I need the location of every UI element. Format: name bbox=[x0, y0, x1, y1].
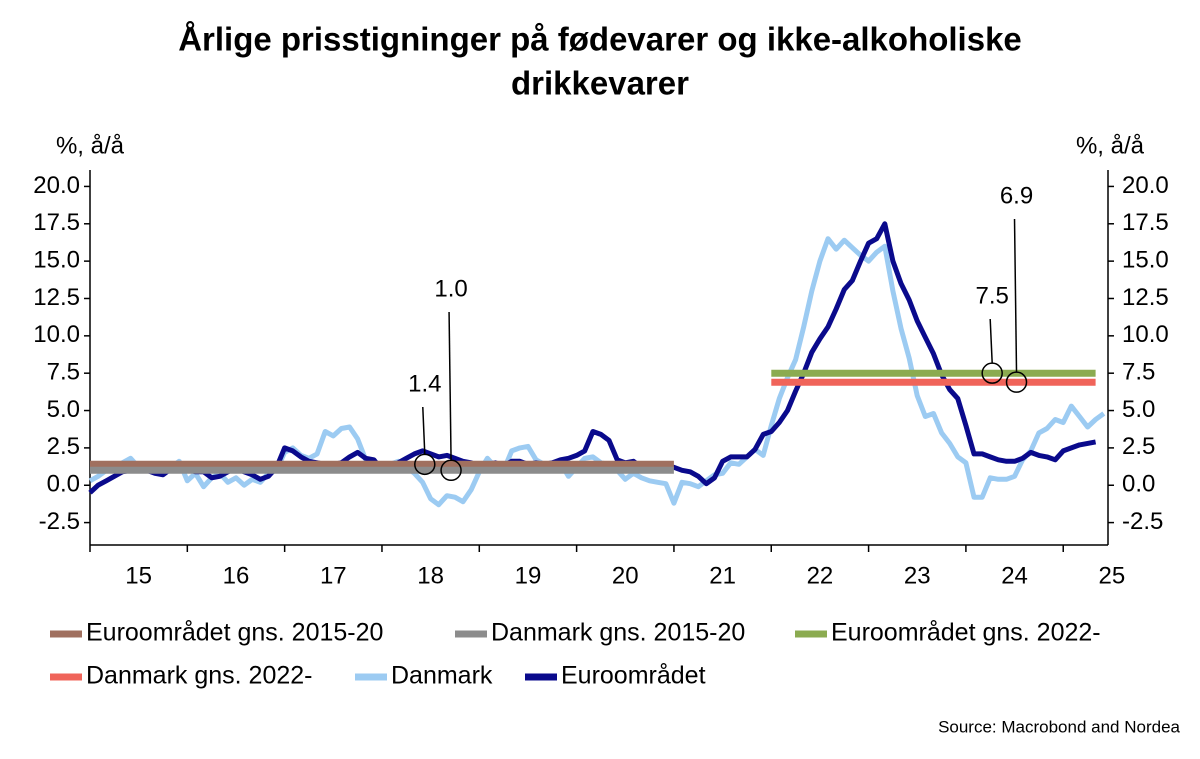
annotation-leader bbox=[448, 311, 452, 461]
legend-label: Euroområdet bbox=[561, 662, 706, 690]
x-tick-label: 22 bbox=[807, 562, 834, 589]
x-tick-label: 23 bbox=[904, 562, 931, 589]
y-tick-label: 7.5 bbox=[47, 359, 80, 386]
y-tick-label: -2.5 bbox=[39, 508, 80, 535]
x-tick-label: 25 bbox=[1099, 562, 1126, 589]
annotation: 1.0 bbox=[434, 275, 467, 302]
y-tick-label: 15.0 bbox=[1122, 246, 1169, 273]
legend-label: Danmark gns. 2015-20 bbox=[491, 619, 745, 647]
annotation-leader bbox=[989, 318, 993, 364]
legend-label: Danmark gns. 2022- bbox=[86, 662, 313, 690]
y-tick-label: 17.5 bbox=[1122, 209, 1169, 236]
y-tick-label: 0.0 bbox=[47, 471, 80, 498]
x-tick-label: 16 bbox=[223, 562, 250, 589]
annotation-marker bbox=[981, 362, 1003, 384]
x-tick-label: 24 bbox=[1001, 562, 1028, 589]
x-tick-label: 21 bbox=[709, 562, 736, 589]
annotation-leader bbox=[1013, 218, 1018, 373]
y-tick-label: 5.0 bbox=[47, 396, 80, 423]
source: Source: Macrobond and Nordea bbox=[938, 717, 1180, 736]
y-tick-label: -2.5 bbox=[1122, 508, 1163, 535]
x-tick-label: 19 bbox=[515, 562, 542, 589]
legend-label: Euroområdet gns. 2022- bbox=[831, 619, 1101, 647]
x-tick-label: 17 bbox=[320, 562, 347, 589]
annotation-leader bbox=[422, 406, 426, 455]
annotation-marker bbox=[1005, 371, 1028, 393]
annotation-marker bbox=[440, 459, 462, 482]
legend-label: Euroområdet gns. 2015-20 bbox=[86, 619, 383, 647]
legend-label: Danmark bbox=[391, 662, 493, 690]
annotation: 6.9 bbox=[1000, 182, 1033, 209]
chart-title: Årlige prisstigninger på fødevarer og ik… bbox=[178, 21, 1022, 58]
annotation: 7.5 bbox=[975, 282, 1008, 309]
y-axis-label: %, å/å bbox=[56, 132, 125, 159]
y-tick-label: 20.0 bbox=[1122, 172, 1169, 199]
x-tick-label: 15 bbox=[125, 562, 152, 589]
y-tick-label: 12.5 bbox=[33, 284, 80, 311]
chart-title: drikkevarer bbox=[511, 65, 689, 102]
y-tick-label: 10.0 bbox=[1122, 321, 1169, 348]
line-series bbox=[88, 236, 1106, 508]
y-tick-label: 15.0 bbox=[33, 246, 80, 273]
y-tick-label: 10.0 bbox=[33, 321, 80, 348]
y-tick-label: 12.5 bbox=[1122, 284, 1169, 311]
y-tick-label: 7.5 bbox=[1122, 359, 1155, 386]
x-tick-label: 18 bbox=[417, 562, 444, 589]
y-tick-label: 17.5 bbox=[33, 209, 80, 236]
y-tick-label: 2.5 bbox=[47, 433, 80, 460]
y-tick-label: 20.0 bbox=[33, 172, 80, 199]
y-tick-label: 2.5 bbox=[1122, 433, 1155, 460]
annotation: 1.4 bbox=[408, 370, 441, 397]
y-axis-label: %, å/å bbox=[1076, 132, 1145, 159]
x-tick-label: 20 bbox=[612, 562, 639, 589]
y-tick-label: 5.0 bbox=[1122, 396, 1155, 423]
annotation-marker bbox=[414, 453, 436, 476]
y-tick-label: 0.0 bbox=[1122, 471, 1155, 498]
line-series bbox=[88, 221, 1097, 495]
